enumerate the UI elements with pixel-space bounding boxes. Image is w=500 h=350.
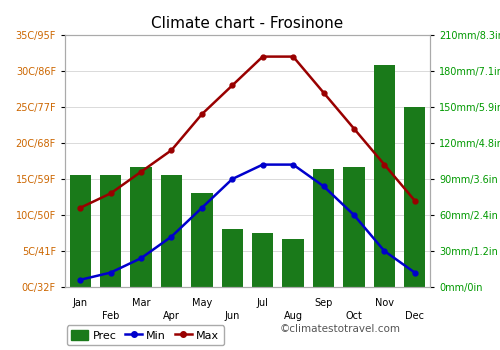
Text: Dec: Dec: [406, 310, 424, 321]
Bar: [70, 175, 91, 287]
Text: May: May: [192, 298, 212, 308]
Legend: Prec, Min, Max: Prec, Min, Max: [67, 325, 224, 345]
Text: Jun: Jun: [224, 310, 240, 321]
Text: Nov: Nov: [375, 298, 394, 308]
Bar: [191, 194, 212, 287]
Text: Aug: Aug: [284, 310, 302, 321]
Bar: [161, 175, 182, 287]
Bar: [374, 65, 395, 287]
Text: ©climatestotravel.com: ©climatestotravel.com: [280, 324, 401, 334]
Bar: [344, 167, 364, 287]
Text: Jul: Jul: [257, 298, 268, 308]
Bar: [252, 233, 274, 287]
Text: Mar: Mar: [132, 298, 150, 308]
Bar: [222, 229, 243, 287]
Bar: [100, 175, 122, 287]
Text: Oct: Oct: [346, 310, 362, 321]
Bar: [130, 167, 152, 287]
Bar: [404, 107, 425, 287]
Text: Feb: Feb: [102, 310, 120, 321]
Bar: [313, 169, 334, 287]
Title: Climate chart - Frosinone: Climate chart - Frosinone: [152, 16, 344, 31]
Text: Apr: Apr: [163, 310, 180, 321]
Text: Sep: Sep: [314, 298, 332, 308]
Bar: [282, 239, 304, 287]
Text: Jan: Jan: [72, 298, 88, 308]
